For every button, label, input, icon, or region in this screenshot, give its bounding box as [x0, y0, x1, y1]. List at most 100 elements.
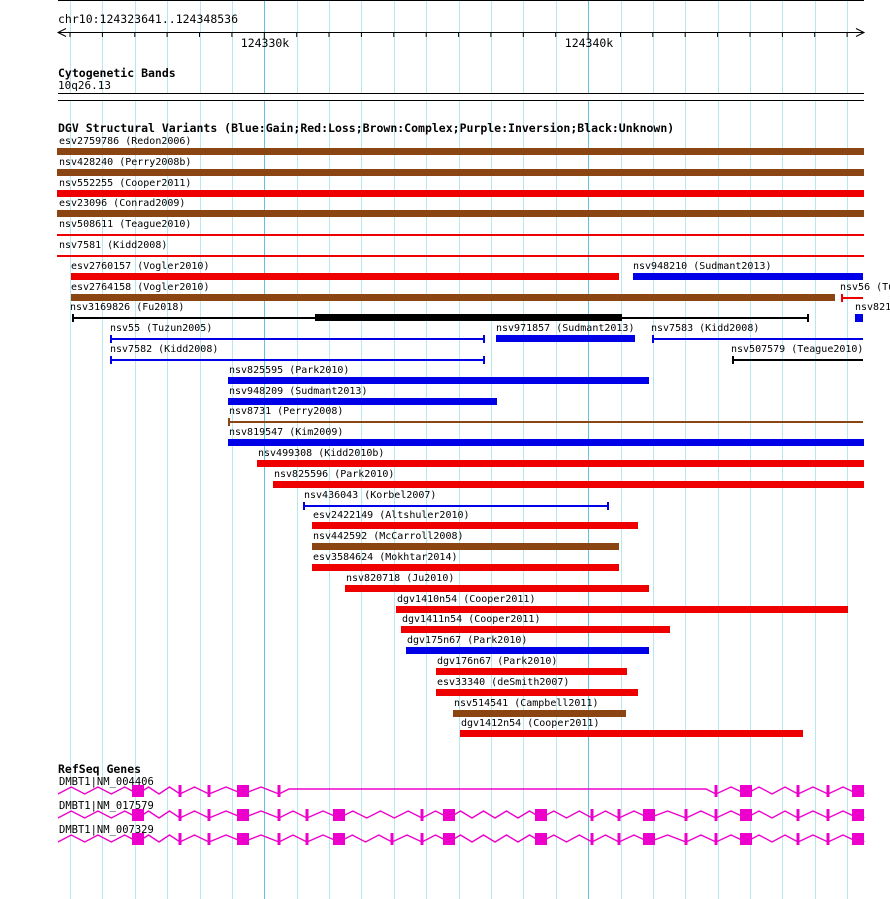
gene-exon-tick-DMBT1_NM_017579[interactable] — [277, 809, 281, 821]
gene-exon-DMBT1_NM_007329[interactable] — [333, 833, 345, 845]
gene-exon-DMBT1_NM_017579[interactable] — [132, 809, 144, 821]
variant-label-nsv948210[interactable]: nsv948210 (Sudmant2013) — [633, 260, 772, 272]
variant-label-esv2760157[interactable]: esv2760157 (Vogler2010) — [71, 260, 210, 272]
gene-exon-tick-DMBT1_NM_017579[interactable] — [420, 809, 424, 821]
variant-label-dgv1410n54[interactable]: dgv1410n54 (Cooper2011) — [397, 593, 536, 605]
variant-label-nsv819547[interactable]: nsv819547 (Kim2009) — [229, 427, 344, 439]
gene-exon-tick-DMBT1_NM_017579[interactable] — [590, 809, 594, 821]
variant-label-nsv507579[interactable]: nsv507579 (Teague2010) — [731, 344, 864, 355]
gene-exon-tick-DMBT1_NM_004406[interactable] — [796, 785, 800, 797]
gene-exon-tick-DMBT1_NM_007329[interactable] — [420, 833, 424, 845]
gene-exon-DMBT1_NM_004406[interactable] — [237, 785, 249, 797]
gene-exon-DMBT1_NM_004406[interactable] — [740, 785, 752, 797]
variant-label-nsv825595[interactable]: nsv825595 (Park2010) — [229, 364, 350, 376]
variant-bar-esv33340[interactable] — [436, 688, 638, 696]
gene-label-DMBT1_NM_007329[interactable]: DMBT1|NM_007329 — [59, 824, 154, 836]
variant-bar-dgv176n67[interactable] — [436, 668, 627, 675]
variant-label-nsv7581[interactable]: nsv7581 (Kidd2008) — [59, 240, 168, 251]
gene-intron-line-DMBT1_NM_004406[interactable] — [57, 785, 865, 795]
variant-box-nsv821[interactable] — [855, 314, 863, 323]
gene-exon-tick-DMBT1_NM_007329[interactable] — [796, 833, 800, 845]
variant-bar-nsv948210[interactable] — [633, 272, 863, 280]
gene-exon-DMBT1_NM_007329[interactable] — [443, 833, 455, 845]
gene-exon-tick-DMBT1_NM_017579[interactable] — [178, 809, 182, 821]
variant-label-esv2764158[interactable]: esv2764158 (Vogler2010) — [71, 281, 210, 293]
variant-bar-dgv175n67[interactable] — [406, 647, 649, 655]
variant-bar-esv3584624[interactable] — [312, 564, 619, 571]
variant-label-nsv514541[interactable]: nsv514541 (Campbell2011) — [454, 697, 599, 709]
variant-label-nsv442592[interactable]: nsv442592 (McCarroll2008) — [313, 531, 464, 543]
variant-line-nsv55[interactable] — [110, 338, 485, 341]
variant-label-nsv821[interactable]: nsv821 — [855, 302, 890, 314]
variant-label-nsv820718[interactable]: nsv820718 (Ju2010) — [346, 572, 455, 584]
gene-exon-DMBT1_NM_007329[interactable] — [852, 833, 864, 845]
variant-bar-nsv825595[interactable] — [228, 376, 649, 384]
gene-exon-tick-DMBT1_NM_004406[interactable] — [714, 785, 718, 797]
gene-exon-DMBT1_NM_007329[interactable] — [643, 833, 655, 845]
gene-exon-DMBT1_NM_004406[interactable] — [852, 785, 864, 797]
variant-bar-nsv499308[interactable] — [257, 460, 864, 467]
variant-line-nsv7583[interactable] — [652, 338, 863, 341]
variant-label-nsv8731[interactable]: nsv8731 (Perry2008) — [229, 406, 344, 418]
gene-exon-tick-DMBT1_NM_007329[interactable] — [590, 833, 594, 845]
gene-exon-DMBT1_NM_017579[interactable] — [333, 809, 345, 821]
variant-bar-nsv971857[interactable] — [496, 335, 635, 343]
gene-exon-tick-DMBT1_NM_017579[interactable] — [826, 809, 830, 821]
gene-exon-DMBT1_NM_017579[interactable] — [852, 809, 864, 821]
variant-bar-nsv948209[interactable] — [228, 397, 497, 405]
gene-exon-DMBT1_NM_017579[interactable] — [535, 809, 547, 821]
gene-exon-DMBT1_NM_017579[interactable] — [443, 809, 455, 821]
gene-exon-tick-DMBT1_NM_004406[interactable] — [207, 785, 211, 797]
gene-exon-tick-DMBT1_NM_007329[interactable] — [305, 833, 309, 845]
gene-label-DMBT1_NM_017579[interactable]: DMBT1|NM_017579 — [59, 800, 154, 812]
variant-label-esv2759786[interactable]: esv2759786 (Redon2006) — [59, 136, 192, 147]
gene-exon-tick-DMBT1_NM_004406[interactable] — [178, 785, 182, 797]
gene-exon-tick-DMBT1_NM_007329[interactable] — [178, 833, 182, 845]
gene-exon-tick-DMBT1_NM_007329[interactable] — [684, 833, 688, 845]
gene-exon-tick-DMBT1_NM_004406[interactable] — [277, 785, 281, 797]
gene-exon-tick-DMBT1_NM_017579[interactable] — [305, 809, 309, 821]
gene-exon-tick-DMBT1_NM_017579[interactable] — [796, 809, 800, 821]
gene-exon-DMBT1_NM_017579[interactable] — [237, 809, 249, 821]
variant-label-nsv7582[interactable]: nsv7582 (Kidd2008) — [110, 344, 219, 355]
gene-exon-tick-DMBT1_NM_007329[interactable] — [390, 833, 394, 845]
variant-bar-dgv1412n54[interactable] — [460, 730, 803, 738]
variant-bar-esv2759786[interactable] — [57, 148, 864, 155]
variant-label-nsv825596[interactable]: nsv825596 (Park2010) — [274, 468, 395, 480]
gene-exon-DMBT1_NM_007329[interactable] — [535, 833, 547, 845]
gene-exon-tick-DMBT1_NM_017579[interactable] — [617, 809, 621, 821]
gene-exon-tick-DMBT1_NM_017579[interactable] — [684, 809, 688, 821]
variant-label-nsv428240[interactable]: nsv428240 (Perry2008b) — [59, 156, 192, 168]
variant-label-dgv176n67[interactable]: dgv176n67 (Park2010) — [437, 656, 558, 667]
variant-bar-nsv514541[interactable] — [453, 709, 626, 717]
gene-exon-tick-DMBT1_NM_007329[interactable] — [714, 833, 718, 845]
gene-exon-DMBT1_NM_007329[interactable] — [237, 833, 249, 845]
gene-exon-DMBT1_NM_004406[interactable] — [132, 785, 144, 797]
variant-label-nsv3169826[interactable]: nsv3169826 (Fu2018) — [70, 302, 185, 314]
gene-exon-DMBT1_NM_017579[interactable] — [740, 809, 752, 821]
variant-bar-nsv442592[interactable] — [312, 543, 619, 551]
variant-label-nsv552255[interactable]: nsv552255 (Cooper2011) — [59, 177, 192, 189]
variant-line-nsv7581[interactable] — [57, 255, 864, 257]
variant-line-nsv8731[interactable] — [228, 421, 863, 424]
variant-label-esv3584624[interactable]: esv3584624 (Mokhtar2014) — [313, 552, 458, 563]
variant-label-dgv1412n54[interactable]: dgv1412n54 (Cooper2011) — [461, 718, 600, 730]
variant-label-dgv175n67[interactable]: dgv175n67 (Park2010) — [407, 635, 528, 647]
gene-exon-DMBT1_NM_007329[interactable] — [132, 833, 144, 845]
variant-bar-esv2764158[interactable] — [71, 293, 835, 301]
variant-bar-nsv428240[interactable] — [57, 168, 864, 176]
gene-label-DMBT1_NM_004406[interactable]: DMBT1|NM_004406 — [59, 776, 154, 788]
variant-label-nsv508611[interactable]: nsv508611 (Teague2010) — [59, 219, 192, 231]
variant-line-nsv436043[interactable] — [303, 504, 609, 507]
variant-label-nsv7583[interactable]: nsv7583 (Kidd2008) — [651, 323, 760, 335]
variant-label-dgv1411n54[interactable]: dgv1411n54 (Cooper2011) — [402, 614, 541, 626]
variant-bar-nsv825596[interactable] — [273, 480, 864, 488]
gene-exon-DMBT1_NM_017579[interactable] — [643, 809, 655, 821]
variant-label-esv23096[interactable]: esv23096 (Conrad2009) — [59, 198, 186, 210]
variant-bar-nsv820718[interactable] — [345, 584, 649, 592]
variant-label-nsv55[interactable]: nsv55 (Tuzun2005) — [110, 323, 213, 335]
variant-bar-esv2422149[interactable] — [312, 522, 638, 530]
gene-exon-tick-DMBT1_NM_017579[interactable] — [207, 809, 211, 821]
variant-thick-segment-nsv3169826[interactable] — [315, 314, 622, 322]
variant-label-esv2422149[interactable]: esv2422149 (Altshuler2010) — [313, 510, 470, 522]
